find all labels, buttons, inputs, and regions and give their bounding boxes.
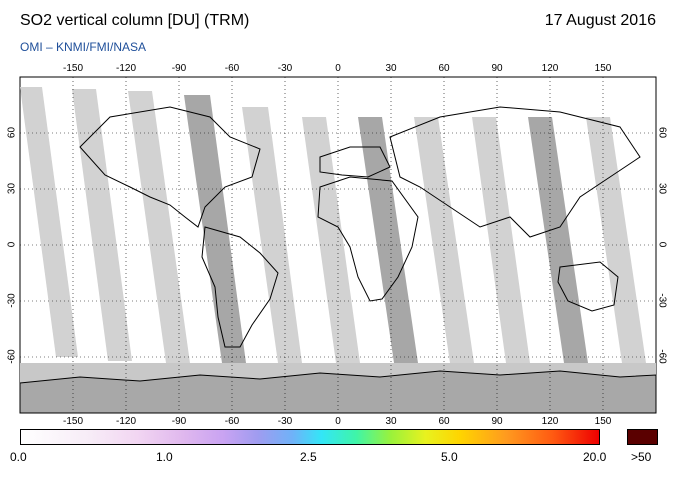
map-panel	[19, 76, 657, 414]
map-title: SO2 vertical column [DU] (TRM)	[20, 12, 250, 29]
lon-tick-label: 150	[594, 416, 612, 427]
orbit-gap-8	[414, 117, 474, 363]
orbit-gap-3	[128, 91, 190, 363]
colorbar-label-5: 5.0	[441, 450, 458, 464]
lat-tick-label: 30	[6, 182, 18, 195]
lon-tick-label: 90	[491, 63, 503, 74]
lon-tick-label: 90	[491, 416, 503, 427]
australia-outline	[557, 261, 619, 312]
lon-tick-label: -60	[224, 416, 240, 427]
lon-tick-label: -90	[171, 416, 187, 427]
world-map	[19, 76, 657, 414]
lon-tick-label: 150	[594, 63, 612, 74]
orbit-gap-7	[358, 117, 418, 363]
gridlines	[20, 77, 656, 413]
lon-tick-label: -90	[171, 63, 187, 74]
lon-tick-label: 0	[335, 63, 341, 74]
lon-tick-label: 30	[385, 63, 397, 74]
colorbar-label-2-5: 2.5	[300, 450, 317, 464]
colorbar-label-max: 20.0	[583, 450, 607, 464]
lon-tick-label: -30	[277, 416, 293, 427]
lat-tick-label: 30	[656, 182, 668, 195]
orbit-gaps	[20, 87, 646, 363]
lat-tick-label: -30	[656, 293, 668, 308]
africa-outline	[317, 176, 419, 302]
lon-tick-label: -30	[277, 63, 293, 74]
orbit-gap-5	[242, 107, 302, 363]
asia-outline	[389, 106, 641, 238]
lon-tick-label: -120	[115, 416, 136, 427]
orbit-gap-11	[586, 117, 646, 363]
lon-tick-label: -60	[224, 63, 240, 74]
colorbar-label-overflow: >50	[631, 450, 652, 464]
orbit-gap-2	[72, 89, 132, 361]
colorbar-label-min: 0.0	[10, 450, 27, 464]
europe-outline	[319, 146, 391, 178]
lat-tick-label: 60	[6, 126, 18, 139]
lon-tick-label: -120	[115, 63, 136, 74]
lon-tick-label: 120	[541, 416, 559, 427]
landmasses	[79, 106, 641, 348]
date-label: 17 August 2016	[544, 12, 656, 29]
colorbar-overflow-swatch	[627, 429, 658, 445]
credit-line: OMI – KNMI/FMI/NASA	[20, 40, 147, 54]
lon-tick-label: 60	[438, 63, 450, 74]
lat-tick-label: -60	[656, 349, 668, 364]
lat-tick-label: -30	[6, 293, 18, 308]
lon-tick-label: 0	[335, 416, 341, 427]
lat-tick-label: 0	[6, 241, 18, 248]
lon-tick-label: 60	[438, 416, 450, 427]
lon-tick-label: -150	[62, 416, 83, 427]
orbit-gap-6	[302, 117, 360, 363]
orbit-gap-10	[528, 117, 588, 363]
lon-tick-label: 120	[541, 63, 559, 74]
lat-tick-label: -60	[6, 349, 18, 364]
orbit-gap-9	[472, 117, 530, 363]
lat-tick-label: 60	[656, 126, 668, 139]
lon-tick-label: 30	[385, 416, 397, 427]
orbit-gap-4	[184, 95, 246, 363]
lat-tick-label: 0	[656, 241, 668, 248]
colorbar	[20, 429, 600, 445]
south-america-outline	[201, 226, 279, 348]
colorbar-label-1: 1.0	[156, 450, 173, 464]
north-america-outline	[79, 106, 261, 228]
orbit-gap-1	[20, 87, 78, 357]
lon-tick-label: -150	[62, 63, 83, 74]
